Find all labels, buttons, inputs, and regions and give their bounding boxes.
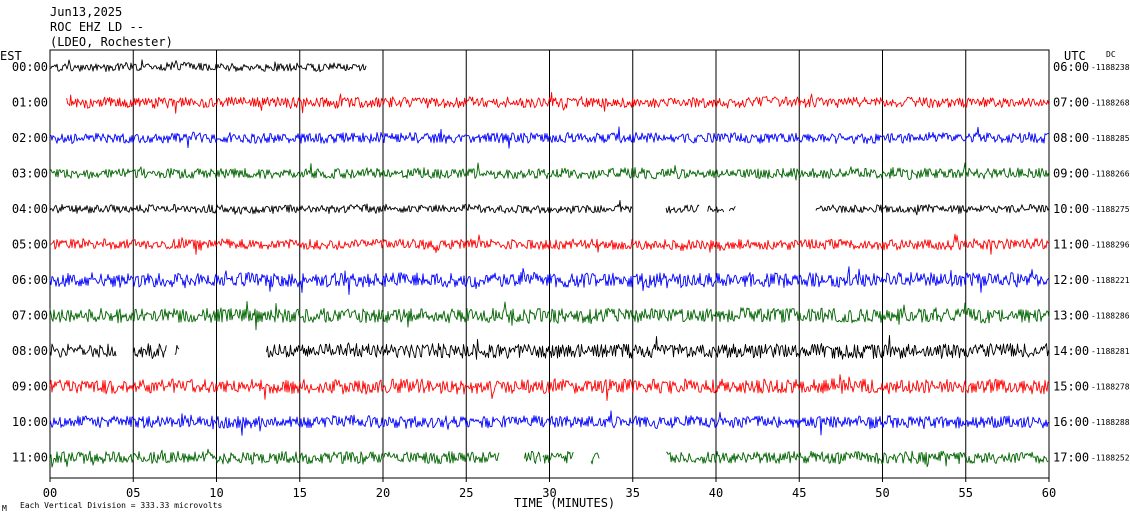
row-utc-time-label: 07:00 [1053,96,1089,110]
x-tick-label: 10 [209,486,223,500]
chart-station: ROC EHZ LD -- [50,20,144,34]
trace-segment [707,205,725,213]
trace-segment [815,204,1050,216]
x-tick-label: 15 [293,486,307,500]
row-dc-offset-label: -1188275 [1091,205,1130,214]
row-dc-offset-label: -1188288 [1091,418,1130,427]
row-utc-time-label: 15:00 [1053,380,1089,394]
footer-mark: M [2,504,7,513]
trace-segment [49,410,1050,436]
row-utc-time-label: 08:00 [1053,131,1089,145]
trace-segment [49,448,500,468]
trace-segment [50,126,1050,149]
row-local-time-label: 06:00 [12,273,48,287]
row-utc-time-label: 12:00 [1053,273,1089,287]
chart-date: Jun13,2025 [50,5,123,19]
row-dc-offset-label: -1188296 [1091,241,1130,250]
trace-segment [49,343,117,358]
row-local-time-label: 01:00 [12,96,48,110]
row-dc-offset-label: -1188252 [1091,454,1130,463]
x-tick-label: 30 [542,486,556,500]
trace-segment [49,266,1050,295]
row-local-time-label: 10:00 [12,415,48,429]
dc-offset-header: DC [1106,50,1116,59]
left-timezone-label: EST [0,49,22,63]
row-dc-offset-label: -1188278 [1091,383,1130,392]
row-utc-time-label: 16:00 [1053,415,1089,429]
x-tick-label: 60 [1042,486,1056,500]
x-tick-label: 25 [459,486,473,500]
row-local-time-label: 05:00 [12,238,48,252]
x-tick-label: 45 [792,486,806,500]
row-local-time-label: 09:00 [12,380,48,394]
row-local-time-label: 07:00 [12,309,48,323]
x-axis-title: TIME (MINUTES) [514,496,615,510]
trace-segment [49,374,1050,401]
trace-segment [174,344,180,355]
trace-segment [590,452,600,465]
trace-segment [66,92,1050,114]
row-utc-time-label: 17:00 [1053,451,1089,465]
row-utc-time-label: 11:00 [1053,238,1089,252]
row-local-time-label: 11:00 [12,451,48,465]
scale-note: Each Vertical Division = 333.33 microvol… [20,501,222,510]
row-dc-offset-label: -1188221 [1091,276,1130,285]
x-tick-label: 20 [376,486,390,500]
trace-segment [49,59,367,73]
x-tick-label: 40 [709,486,723,500]
row-dc-offset-label: -1188266 [1091,170,1130,179]
trace-segment [542,451,574,464]
row-dc-offset-label: -1188238 [1091,63,1130,72]
trace-segment [132,343,167,360]
row-dc-offset-label: -1188286 [1091,312,1130,321]
x-tick-label: 55 [959,486,973,500]
row-utc-time-label: 06:00 [1053,60,1089,74]
x-tick-label: 00 [43,486,57,500]
x-tick-label: 05 [126,486,140,500]
row-utc-time-label: 10:00 [1053,202,1089,216]
trace-segment [49,162,1050,181]
trace-segment [728,206,736,212]
x-tick-label: 35 [626,486,640,500]
chart-network: (LDEO, Rochester) [50,35,173,49]
trace-segment [666,450,1049,468]
trace-segment [49,233,1050,255]
row-local-time-label: 02:00 [12,131,48,145]
row-local-time-label: 08:00 [12,344,48,358]
row-utc-time-label: 14:00 [1053,344,1089,358]
right-timezone-label: UTC [1064,49,1086,63]
row-utc-time-label: 09:00 [1053,167,1089,181]
trace-segment [49,199,633,215]
row-utc-time-label: 13:00 [1053,309,1089,323]
trace-segment [524,451,541,464]
trace-segment [665,204,700,214]
row-dc-offset-label: -1188285 [1091,134,1130,143]
row-local-time-label: 00:00 [12,60,48,74]
row-local-time-label: 04:00 [12,202,48,216]
trace-segment [49,300,1050,331]
x-tick-label: 50 [875,486,889,500]
trace-segment [266,334,1049,360]
row-dc-offset-label: -1188268 [1091,99,1130,108]
row-dc-offset-label: -1188281 [1091,347,1130,356]
row-local-time-label: 03:00 [12,167,48,181]
